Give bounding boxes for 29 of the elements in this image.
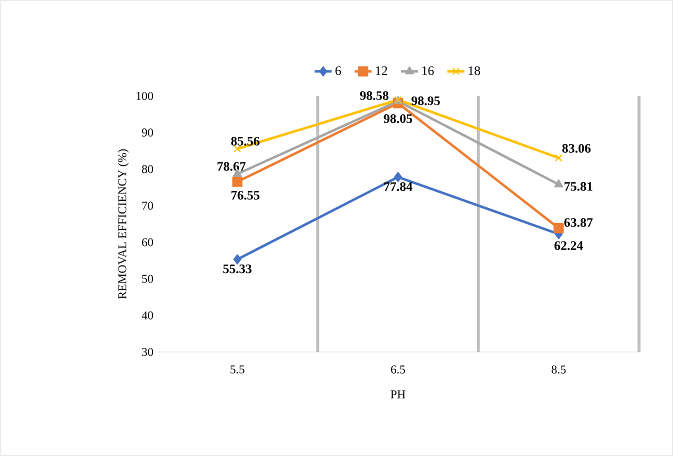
y-axis-title: REMOVAL EFFICIENCY (%): [118, 149, 129, 299]
data-label: 83.06: [562, 144, 591, 153]
legend-label: 12: [376, 66, 388, 75]
data-label: 55.33: [223, 264, 252, 274]
legend-label: 6: [335, 66, 342, 76]
x-axis-title: PH: [390, 390, 406, 398]
y-tick-label: 70: [142, 202, 154, 210]
data-label: 98.05: [384, 114, 412, 124]
data-label: 98.58: [360, 91, 388, 100]
data-label: 75.81: [564, 182, 592, 191]
y-tick-label: 30: [142, 348, 154, 356]
y-tick-label: 50: [142, 274, 154, 283]
data-label: 98.95: [412, 96, 440, 106]
x-tick-label: 8.5: [552, 365, 566, 374]
data-label: 85.56: [231, 136, 260, 146]
data-label: 78.67: [218, 162, 246, 171]
data-label: 77.84: [384, 182, 412, 192]
y-tick-label: 60: [142, 238, 154, 246]
legend-label: 18: [468, 66, 480, 76]
x-tick-label: 6.5: [391, 365, 406, 374]
data-label: 63.87: [564, 218, 593, 227]
data-label: 76.55: [231, 190, 260, 200]
y-tick-label: 90: [142, 128, 154, 137]
y-tick-label: 80: [142, 165, 154, 174]
legend-label: 16: [422, 66, 434, 76]
y-tick-label: 40: [142, 311, 154, 320]
x-tick-label: 5.5: [230, 365, 244, 374]
y-tick-label: 100: [136, 92, 154, 100]
data-label: 62.24: [554, 241, 583, 250]
